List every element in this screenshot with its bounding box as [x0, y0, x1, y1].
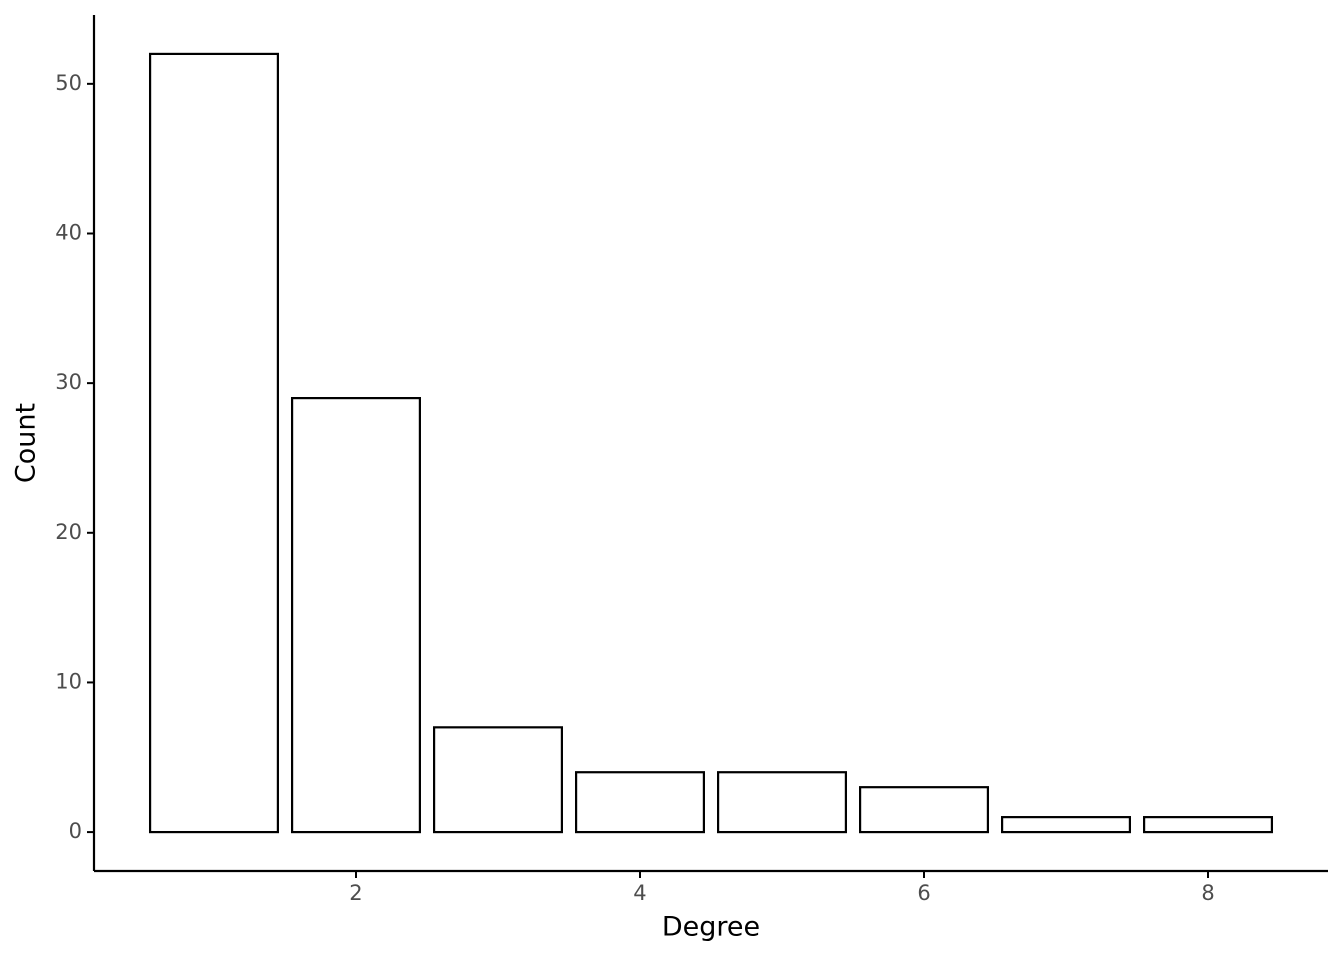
bar	[432, 726, 563, 834]
y-tick-label: 40	[55, 220, 82, 244]
bar	[290, 397, 421, 834]
bar	[859, 786, 990, 834]
bar	[1143, 816, 1274, 834]
x-tick-label: 4	[633, 881, 646, 905]
y-tick-label: 10	[55, 669, 82, 693]
x-axis-title: Degree	[662, 912, 760, 943]
y-tick-label: 30	[55, 370, 82, 394]
x-tick-label: 2	[349, 881, 362, 905]
bar	[1001, 816, 1132, 834]
bar	[148, 52, 279, 834]
y-tick-label: 0	[69, 819, 82, 843]
x-tick-label: 6	[917, 881, 930, 905]
bar	[717, 771, 848, 834]
bar	[574, 771, 705, 834]
y-tick-label: 20	[55, 520, 82, 544]
x-tick-label: 8	[1201, 881, 1214, 905]
y-axis-title: Count	[11, 403, 42, 483]
y-tick-label: 50	[55, 71, 82, 95]
